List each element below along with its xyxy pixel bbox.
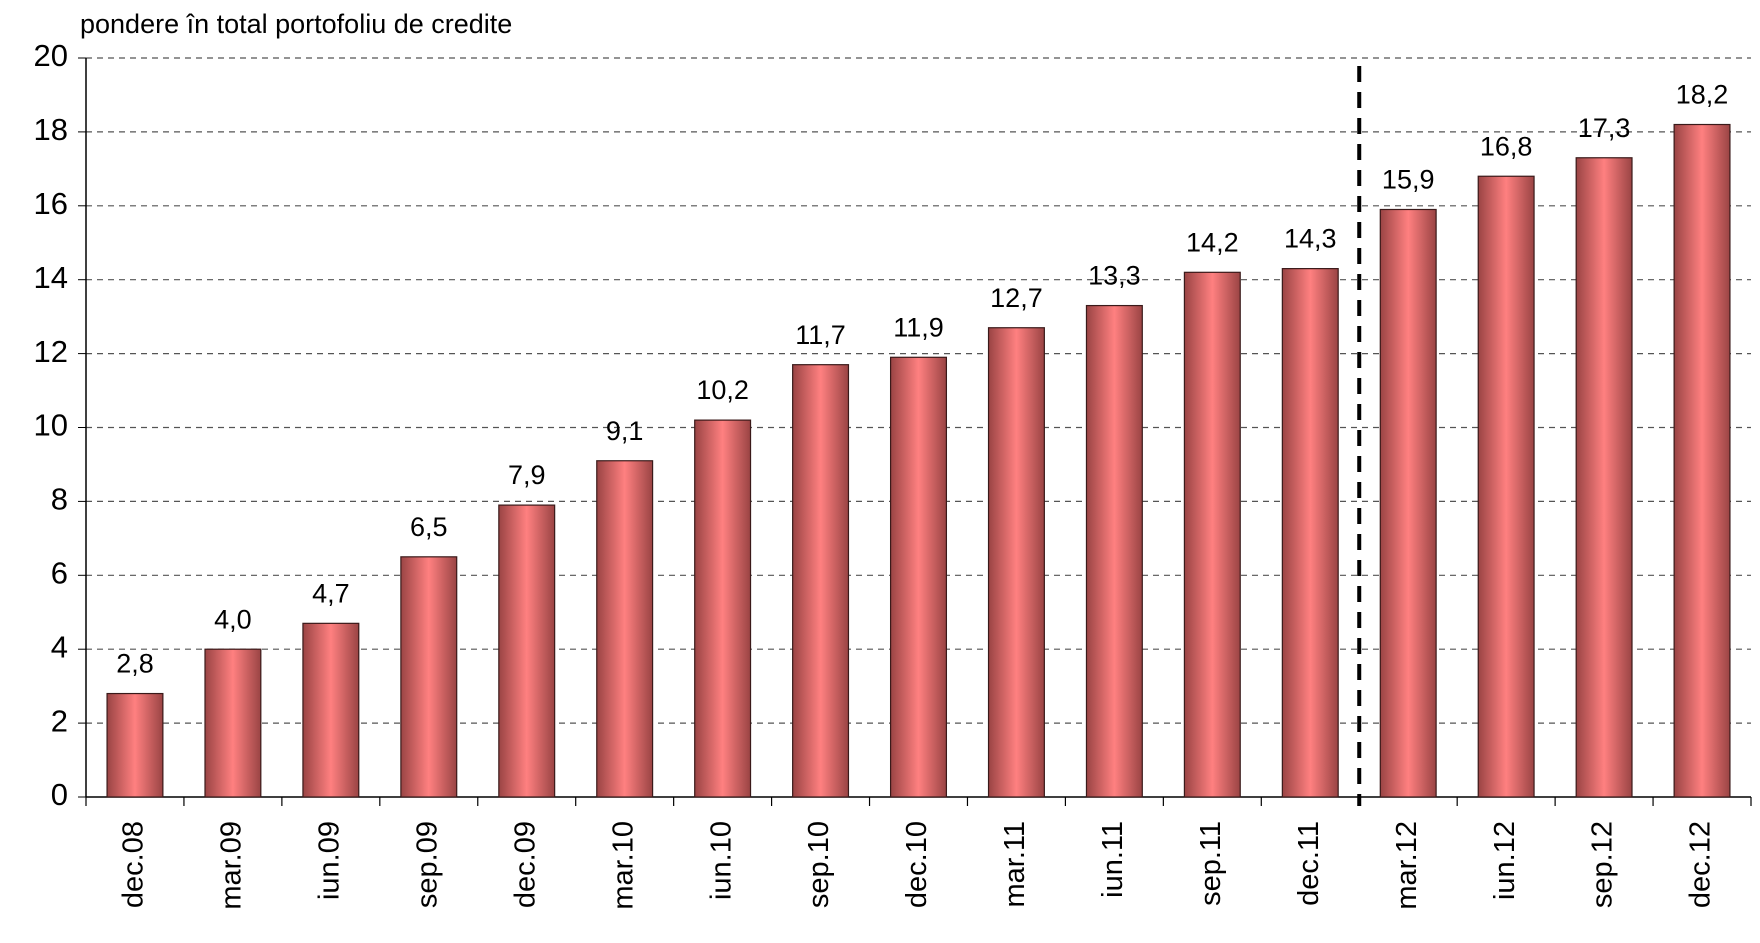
value-label: 10,2 bbox=[696, 375, 749, 405]
bar bbox=[889, 356, 948, 798]
x-tick-label: iun.12 bbox=[1489, 821, 1521, 900]
x-tick-label: mar.11 bbox=[999, 821, 1031, 908]
bar bbox=[694, 419, 752, 798]
x-tick-label: dec.11 bbox=[1293, 821, 1325, 906]
x-tick-label: sep.10 bbox=[803, 821, 835, 908]
value-label: 18,2 bbox=[1676, 80, 1729, 110]
value-label: 7,9 bbox=[508, 460, 546, 490]
y-tick-label: 16 bbox=[34, 186, 68, 221]
x-tick-label: sep.09 bbox=[411, 821, 443, 908]
y-tick-label: 2 bbox=[51, 703, 68, 738]
y-tick-label: 12 bbox=[34, 334, 68, 369]
bar bbox=[596, 460, 654, 798]
y-tick-label: 0 bbox=[51, 777, 68, 812]
bar bbox=[1085, 304, 1143, 798]
bar bbox=[106, 692, 164, 798]
value-label: 9,1 bbox=[606, 416, 644, 446]
y-tick-label: 10 bbox=[34, 408, 68, 443]
x-tick-label: mar.10 bbox=[607, 821, 639, 910]
value-label: 14,2 bbox=[1186, 227, 1239, 257]
x-tick-label: dec.10 bbox=[901, 821, 933, 908]
value-label: 11,7 bbox=[795, 320, 846, 350]
value-label: 2,8 bbox=[116, 649, 154, 679]
x-tick-label: iun.09 bbox=[314, 821, 346, 900]
x-tick-label: iun.10 bbox=[705, 821, 737, 900]
value-label: 15,9 bbox=[1382, 165, 1435, 195]
bar bbox=[1477, 175, 1535, 798]
y-tick-label: 4 bbox=[51, 629, 68, 664]
y-tick-label: 6 bbox=[51, 555, 68, 590]
bar bbox=[1673, 123, 1731, 798]
value-label: 11,9 bbox=[893, 312, 944, 342]
y-axis-label: pondere în total portofoliu de credite bbox=[80, 9, 512, 39]
y-tick-label: 14 bbox=[34, 260, 68, 295]
x-tick-label: iun.11 bbox=[1097, 821, 1129, 898]
value-label: 4,7 bbox=[312, 578, 350, 608]
value-label: 13,3 bbox=[1088, 261, 1141, 291]
value-label: 14,3 bbox=[1284, 224, 1337, 254]
bar bbox=[792, 364, 850, 798]
value-label: 4,0 bbox=[214, 604, 252, 634]
bar bbox=[1379, 208, 1437, 798]
bar bbox=[1281, 268, 1339, 798]
bar bbox=[204, 648, 262, 798]
bar bbox=[400, 556, 458, 798]
value-label: 6,5 bbox=[410, 512, 448, 542]
bar bbox=[498, 504, 556, 798]
y-tick-label: 18 bbox=[34, 112, 68, 147]
value-label: 17,3 bbox=[1578, 113, 1631, 143]
x-tick-label: dec.08 bbox=[118, 821, 150, 908]
value-label: 12,7 bbox=[990, 283, 1043, 313]
y-tick-label: 8 bbox=[51, 482, 68, 517]
x-tick-label: sep.11 bbox=[1195, 821, 1227, 906]
x-tick-label: sep.12 bbox=[1587, 821, 1619, 908]
x-tick-label: dec.12 bbox=[1685, 821, 1717, 908]
x-tick-label: mar.09 bbox=[216, 821, 248, 910]
x-tick-label: dec.09 bbox=[509, 821, 541, 908]
value-label: 16,8 bbox=[1480, 131, 1533, 161]
bar bbox=[1183, 271, 1241, 798]
x-tick-label: mar.12 bbox=[1391, 821, 1423, 910]
bar bbox=[987, 327, 1045, 798]
y-tick-label: 20 bbox=[34, 38, 68, 73]
bar bbox=[1575, 157, 1633, 798]
bar bbox=[302, 622, 360, 798]
